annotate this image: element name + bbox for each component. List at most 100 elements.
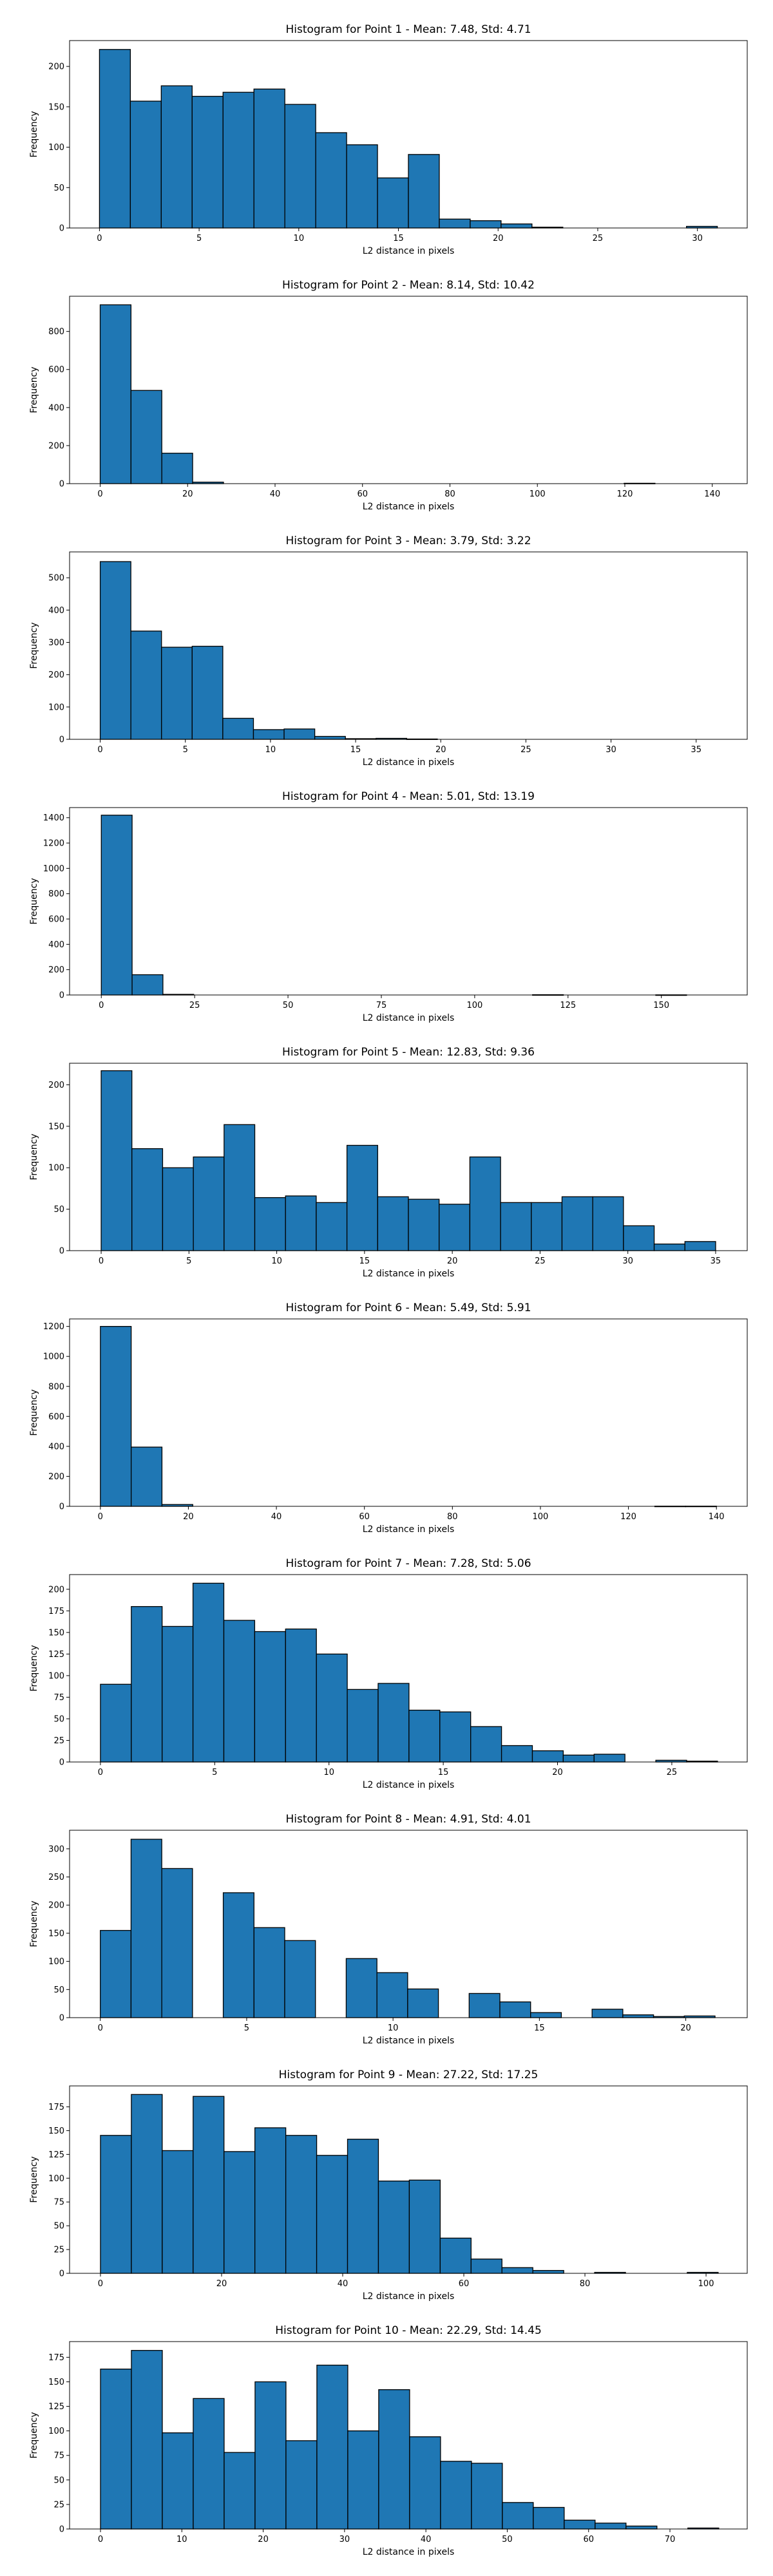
histogram-bar [531, 1750, 564, 1763]
x-tick-label: 5 [196, 234, 202, 243]
y-tick-label: 50 [53, 184, 64, 193]
x-tick-label: 80 [580, 2279, 591, 2289]
y-tick-label: 175 [48, 2103, 64, 2112]
histogram-bar [162, 1167, 194, 1251]
plot-frame [69, 2085, 748, 2274]
histogram-bar [499, 2001, 531, 2018]
plot-frame [69, 1318, 748, 1507]
histogram-bar [162, 1625, 194, 1763]
x-tick-label: 60 [357, 489, 368, 499]
x-tick-label: 25 [667, 1768, 678, 1777]
x-tick-label: 25 [189, 1001, 200, 1010]
histogram-bar [224, 2452, 256, 2530]
y-tick-label: 25 [53, 2246, 64, 2255]
y-tick-label: 75 [53, 1693, 64, 1703]
histogram-bar [191, 95, 224, 229]
y-axis-label: Frequency [29, 1645, 39, 1691]
x-tick-label: 140 [704, 489, 720, 499]
histogram-bar [377, 1683, 410, 1763]
x-tick-label: 0 [98, 2023, 103, 2033]
y-tick-label: 100 [48, 2174, 64, 2184]
histogram-bar [100, 2135, 132, 2274]
x-tick-label: 100 [533, 1512, 549, 1522]
histogram-bar [377, 2181, 410, 2274]
y-tick-label: 200 [48, 1081, 64, 1090]
y-tick-label: 400 [48, 403, 64, 413]
y-tick-label: 400 [48, 940, 64, 950]
histogram-bar [224, 1124, 256, 1251]
x-tick-label: 50 [502, 2535, 513, 2544]
y-tick-label: 200 [48, 965, 64, 975]
x-tick-label: 120 [617, 489, 633, 499]
y-tick-label: 1000 [43, 864, 64, 874]
chart-title: Histogram for Point 6 - Mean: 5.49, Std:… [285, 1302, 531, 1314]
y-tick-label: 200 [48, 1472, 64, 1482]
x-tick-label: 50 [283, 1001, 294, 1010]
x-axis-label: L2 distance in pixels [363, 1524, 455, 1535]
histogram-bar [500, 1202, 532, 1251]
histogram-bar [131, 974, 164, 996]
histogram-bar [470, 1726, 502, 1763]
y-tick-label: 500 [48, 574, 64, 583]
y-tick-label: 100 [48, 2427, 64, 2436]
x-tick-label: 20 [258, 2535, 269, 2544]
histogram-bar [440, 2461, 472, 2530]
x-tick-label: 5 [186, 1256, 191, 1266]
histogram-bar [100, 1683, 132, 1763]
histogram-bar [253, 88, 285, 229]
histogram-bar [592, 1196, 624, 1251]
histogram-bar [131, 1148, 164, 1251]
histogram-chart-4: Histogram for Point 4 - Mean: 5.01, Std:… [29, 790, 748, 1023]
x-tick-label: 15 [393, 234, 404, 243]
histogram-bar [377, 177, 409, 229]
histogram-bar [222, 1892, 254, 2018]
x-tick-label: 15 [438, 1768, 449, 1777]
x-tick-label: 30 [692, 234, 703, 243]
chart-title: Histogram for Point 9 - Mean: 27.22, Std… [279, 2069, 539, 2081]
histogram-bar [501, 1745, 533, 1763]
histogram-bar [314, 735, 346, 740]
histogram-bar [408, 2179, 441, 2274]
y-tick-label: 150 [48, 2378, 64, 2387]
histogram-bar [653, 1244, 685, 1251]
histogram-bar [162, 2432, 194, 2530]
histogram-bar [224, 2151, 256, 2274]
histogram-bar [502, 2502, 534, 2530]
histogram-bar [315, 132, 347, 229]
x-tick-label: 25 [535, 1256, 546, 1266]
x-axis-label: L2 distance in pixels [363, 1013, 455, 1023]
y-tick-label: 50 [53, 1205, 64, 1215]
y-axis-label: Frequency [29, 1900, 39, 1947]
y-tick-label: 200 [48, 1585, 64, 1595]
chart-title: Histogram for Point 8 - Mean: 4.91, Std:… [285, 1813, 531, 1826]
histogram-bar [254, 1631, 286, 1763]
y-tick-label: 150 [48, 2126, 64, 2136]
histogram-bar [408, 1709, 441, 1763]
histogram-bar [161, 1868, 193, 2018]
y-tick-label: 400 [48, 1442, 64, 1452]
histogram-bar [100, 1929, 132, 2018]
histogram-bar [409, 2436, 441, 2530]
x-tick-label: 0 [97, 745, 102, 755]
histogram-bar [622, 2014, 654, 2018]
chart-title: Histogram for Point 10 - Mean: 22.29, St… [275, 2324, 542, 2337]
x-tick-label: 20 [216, 2279, 227, 2289]
histogram-bar [407, 1988, 439, 2018]
y-tick-label: 100 [48, 703, 64, 712]
y-tick-label: 75 [53, 2198, 64, 2208]
y-tick-label: 0 [59, 480, 64, 489]
histogram-bar [285, 1195, 317, 1251]
histogram-bar [284, 104, 316, 229]
histogram-chart-2: Histogram for Point 2 - Mean: 8.14, Std:… [29, 279, 748, 512]
x-tick-label: 120 [620, 1512, 636, 1522]
x-axis-label: L2 distance in pixels [363, 2036, 455, 2046]
y-tick-label: 1400 [43, 813, 64, 823]
chart-title: Histogram for Point 5 - Mean: 12.83, Std… [282, 1046, 535, 1059]
histogram-bar [562, 1754, 595, 1763]
y-tick-label: 200 [48, 441, 64, 451]
x-tick-label: 20 [447, 1256, 458, 1266]
histogram-bar [376, 1972, 408, 2018]
y-tick-label: 600 [48, 1412, 64, 1422]
y-tick-label: 25 [53, 1736, 64, 1746]
histogram-bar [285, 1628, 317, 1763]
